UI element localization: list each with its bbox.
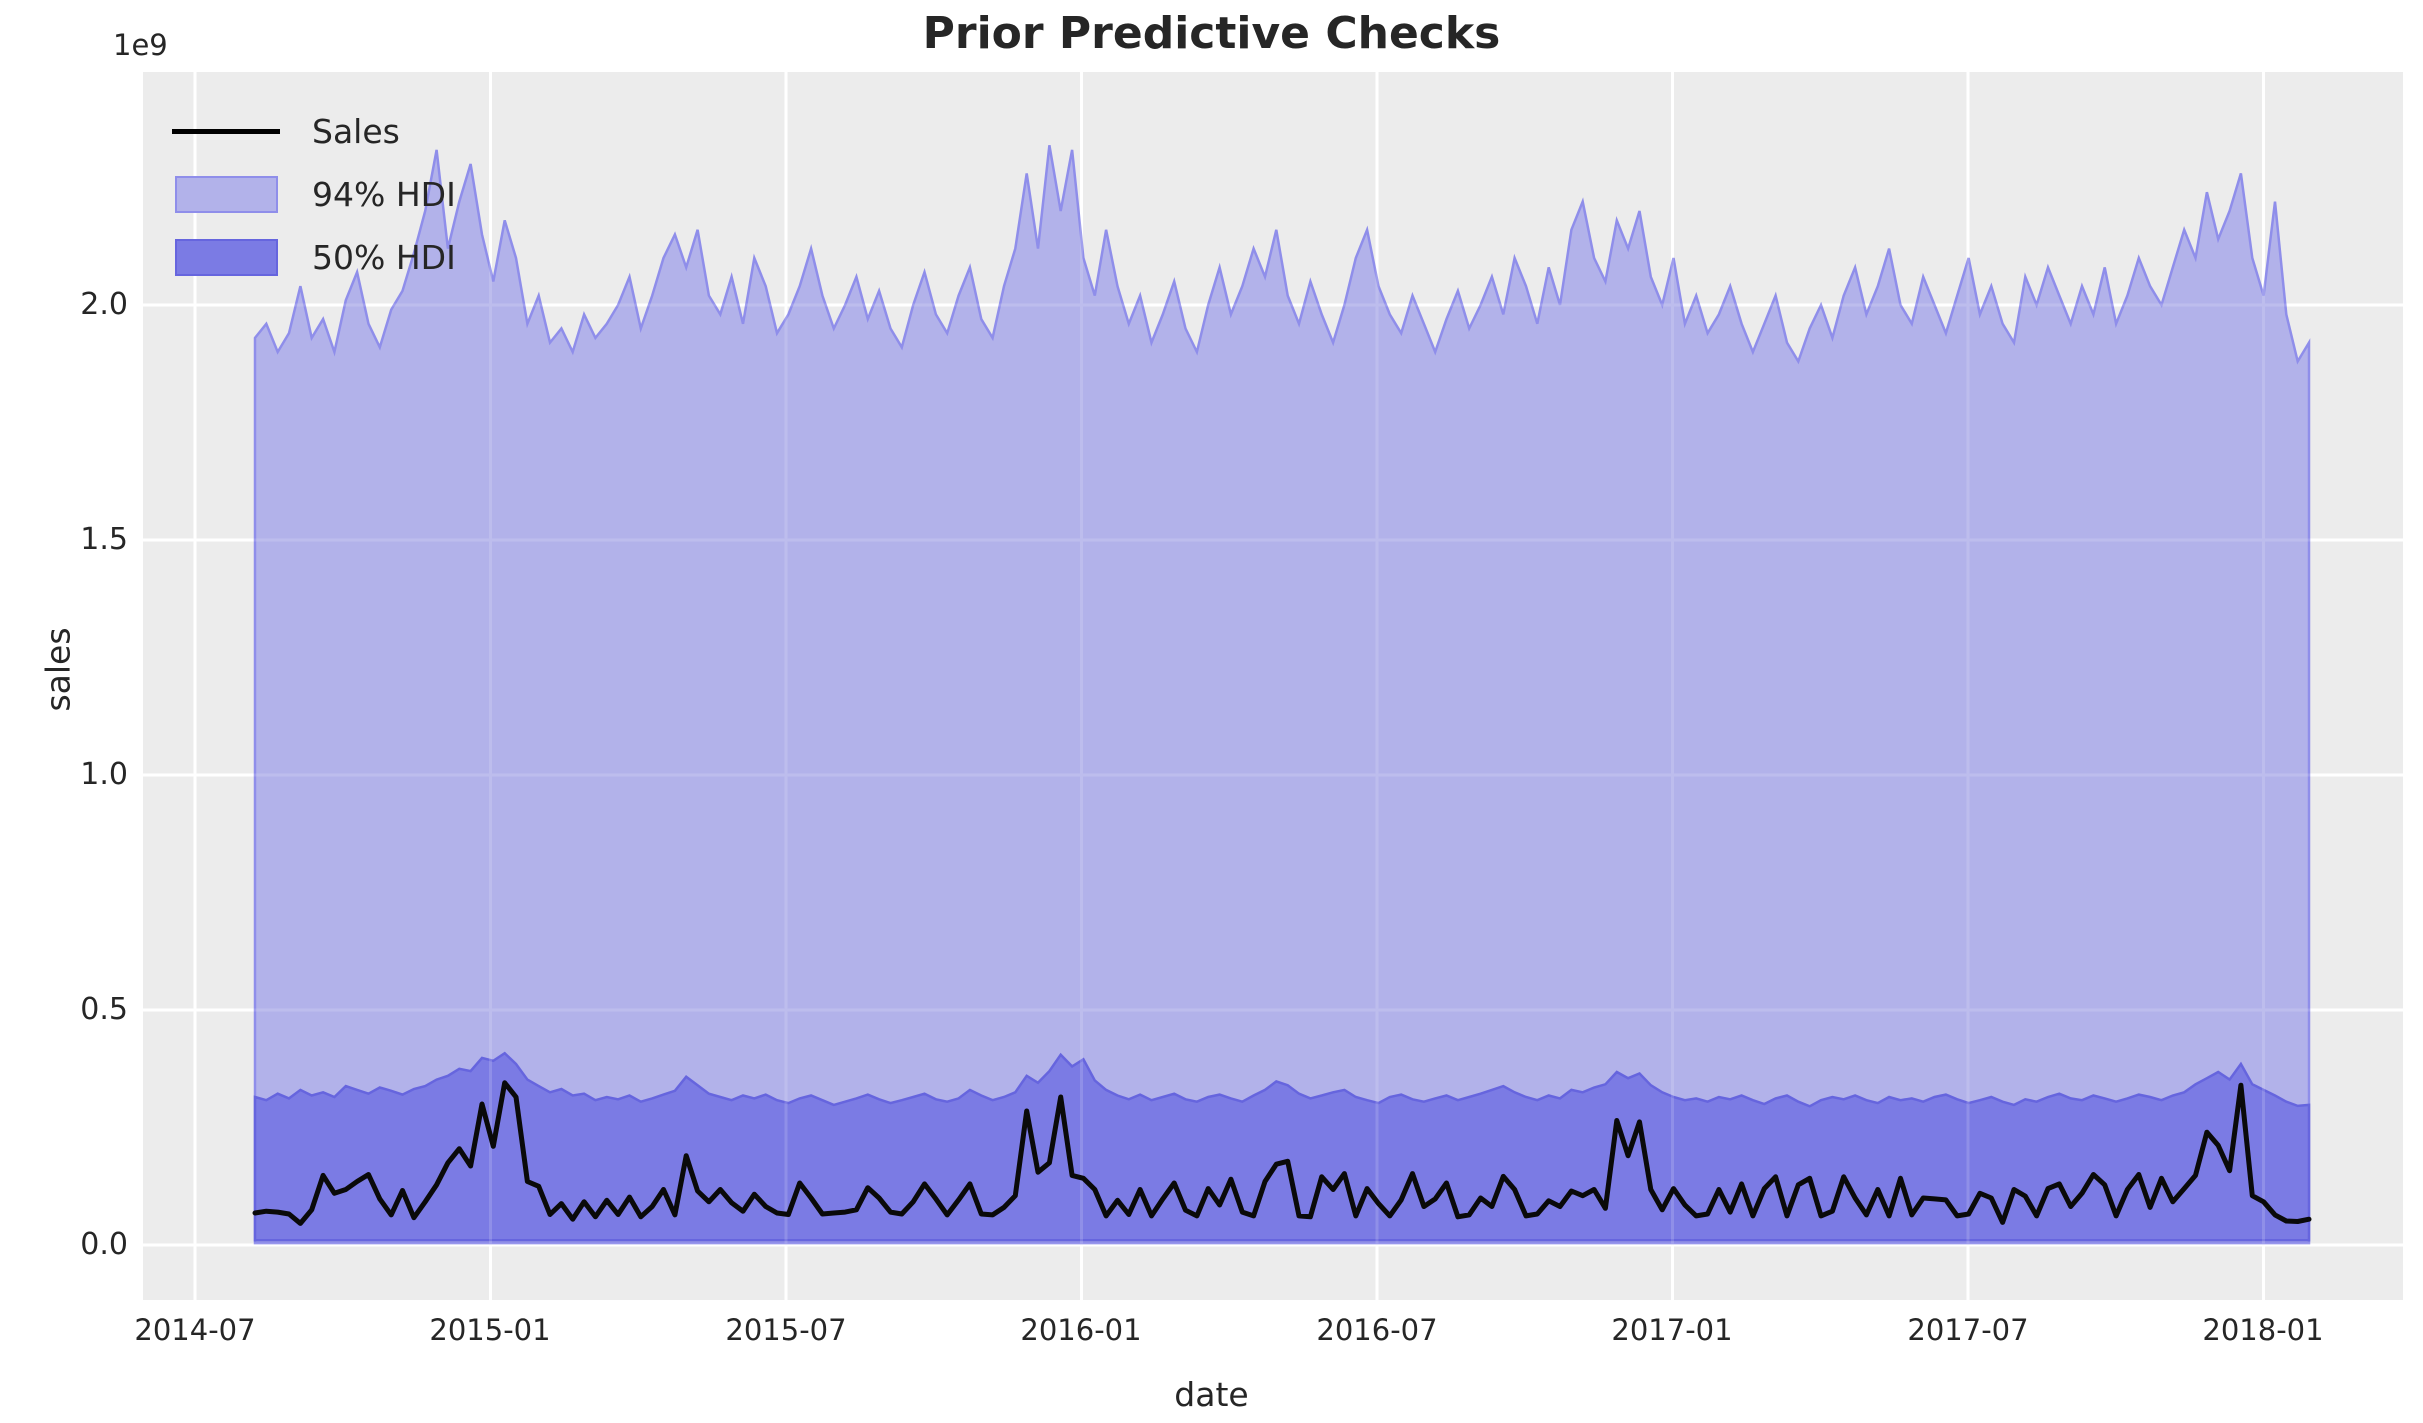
legend-label: Sales — [312, 112, 400, 151]
y-tick-label: 1.5 — [80, 522, 128, 557]
legend-label: 94% HDI — [312, 175, 456, 214]
y-axis-label: sales — [38, 627, 78, 712]
legend-patch-sample-94-hdi — [172, 176, 280, 213]
hdi-94-band — [253, 144, 2311, 1245]
y-tick-label: 0.0 — [80, 1227, 128, 1262]
legend-item-sales: Sales — [172, 100, 456, 163]
x-tick-label: 2017-01 — [1611, 1313, 1733, 1347]
x-tick-label: 2017-07 — [1907, 1313, 2029, 1347]
x-tick-label: 2016-01 — [1020, 1313, 1142, 1347]
x-axis-label: date — [1174, 1375, 1249, 1414]
legend-patch-sample-50-hdi — [172, 239, 280, 276]
sales-line — [252, 1080, 2312, 1226]
x-tick-label: 2016-07 — [1316, 1313, 1438, 1347]
legend: Sales 94% HDI 50% HDI — [172, 100, 456, 289]
x-tick-label: 2018-01 — [2202, 1313, 2324, 1347]
y-axis-offset-text: 1e9 — [113, 28, 168, 62]
page-title: Prior Predictive Checks — [922, 8, 1501, 59]
gridlines-overlay — [143, 72, 2403, 1300]
x-tick-label: 2015-07 — [725, 1313, 847, 1347]
x-tick-label: 2015-01 — [429, 1313, 551, 1347]
legend-item-94-hdi: 94% HDI — [172, 163, 456, 226]
legend-label: 50% HDI — [312, 238, 456, 277]
y-tick-label: 2.0 — [80, 287, 128, 322]
x-tick-label: 2014-07 — [134, 1313, 256, 1347]
legend-line-sample-sales — [172, 129, 280, 134]
y-tick-label: 0.5 — [80, 992, 128, 1027]
y-tick-label: 1.0 — [80, 757, 128, 792]
legend-item-50-hdi: 50% HDI — [172, 226, 456, 289]
